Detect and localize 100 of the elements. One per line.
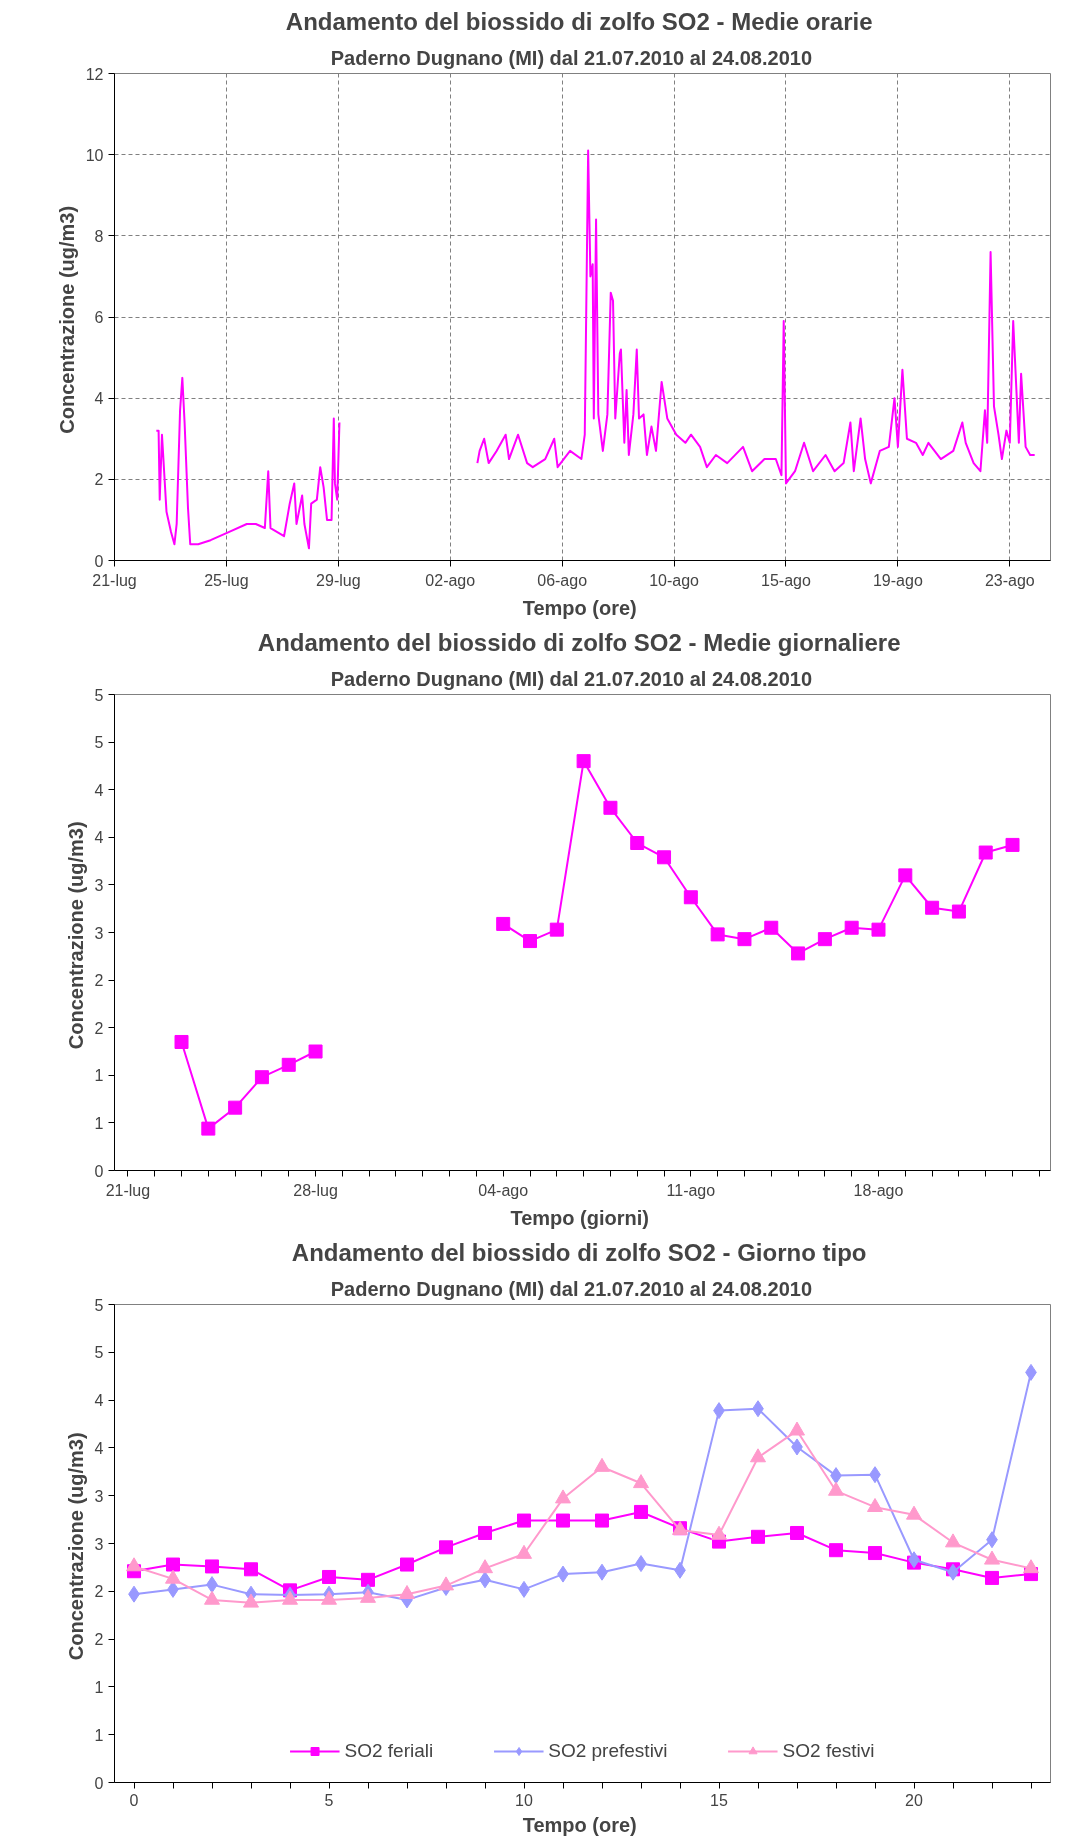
y-tick-label: 1 bbox=[94, 1067, 104, 1085]
x-tick-label: 5 bbox=[324, 1791, 334, 1809]
point bbox=[711, 1525, 727, 1540]
point bbox=[898, 868, 913, 883]
y-tick-label: 5 bbox=[94, 686, 104, 704]
y-axis-title: Concentrazione (ug/m3) bbox=[64, 1432, 87, 1661]
point bbox=[496, 916, 511, 931]
y-tick-label: 10 bbox=[85, 146, 104, 164]
x-tick-label: 21-lug bbox=[92, 571, 137, 589]
point bbox=[1023, 1559, 1039, 1574]
point bbox=[399, 1585, 415, 1599]
point bbox=[243, 1593, 259, 1608]
point bbox=[871, 922, 886, 937]
x-tick-label: 10 bbox=[515, 1791, 533, 1809]
x-tick-label: 04-ago bbox=[478, 1181, 529, 1199]
x-axis-title: Tempo (ore) bbox=[522, 596, 637, 619]
x-tick-label: 18-ago bbox=[853, 1181, 904, 1199]
point bbox=[789, 1421, 805, 1436]
point bbox=[790, 1525, 804, 1540]
point bbox=[634, 1504, 648, 1519]
point bbox=[281, 1057, 296, 1072]
y-tick-label: 0 bbox=[94, 1162, 104, 1180]
point bbox=[321, 1590, 337, 1605]
point bbox=[517, 1513, 531, 1528]
point bbox=[254, 1070, 269, 1085]
point bbox=[576, 754, 591, 769]
point bbox=[1005, 837, 1020, 852]
x-tick-label: 19-ago bbox=[872, 571, 923, 589]
point bbox=[828, 1481, 844, 1496]
point bbox=[657, 850, 672, 865]
x-tick-label: 15 bbox=[710, 1791, 728, 1809]
y-tick-label: 1 bbox=[94, 1726, 104, 1744]
x-tick-label: 20 bbox=[905, 1791, 923, 1809]
y-tick-label: 5 bbox=[94, 1344, 104, 1362]
x-tick-label: 15-ago bbox=[761, 571, 811, 589]
y-tick-label: 4 bbox=[94, 1392, 104, 1410]
point bbox=[984, 1550, 1000, 1565]
y-tick-label: 8 bbox=[94, 227, 104, 245]
x-tick-label: 25-lug bbox=[204, 571, 249, 589]
point bbox=[594, 1457, 610, 1472]
point bbox=[360, 1588, 376, 1603]
point bbox=[174, 1034, 189, 1049]
point bbox=[361, 1572, 375, 1587]
point bbox=[633, 1474, 649, 1489]
point bbox=[308, 1044, 323, 1059]
point bbox=[791, 946, 806, 961]
point bbox=[205, 1559, 219, 1574]
x-axis-title: Tempo (giorni) bbox=[510, 1206, 649, 1229]
y-tick-label: 5 bbox=[94, 734, 104, 752]
y-tick-label: 2 bbox=[94, 972, 104, 990]
point bbox=[844, 920, 859, 935]
point bbox=[282, 1590, 298, 1605]
point bbox=[478, 1525, 492, 1540]
point bbox=[555, 1489, 571, 1504]
point bbox=[400, 1557, 414, 1572]
y-tick-label: 3 bbox=[94, 924, 104, 942]
legend-label: SO2 festivi bbox=[782, 1740, 875, 1762]
x-axis-title: Tempo (ore) bbox=[522, 1813, 637, 1836]
point bbox=[556, 1513, 570, 1528]
y-tick-label: 4 bbox=[94, 781, 104, 799]
point bbox=[951, 904, 966, 919]
point bbox=[549, 922, 564, 937]
x-tick-label: 23-ago bbox=[984, 571, 1035, 589]
point bbox=[201, 1121, 216, 1136]
y-tick-label: 0 bbox=[94, 552, 104, 570]
point bbox=[244, 1562, 258, 1577]
point bbox=[439, 1540, 453, 1555]
y-axis-title: Concentrazione (ug/m3) bbox=[55, 205, 78, 434]
point bbox=[764, 920, 779, 935]
legend-label: SO2 feriali bbox=[344, 1740, 434, 1762]
chart-title: Andamento del biossido di zolfo SO2 - Giorno tipo bbox=[291, 1238, 867, 1266]
point bbox=[978, 845, 993, 860]
point bbox=[868, 1546, 882, 1561]
chart-subtitle: Paderno Dugnano (MI) dal 21.07.2010 al 24.08.2010 bbox=[330, 46, 813, 69]
point bbox=[595, 1513, 609, 1528]
chart-subtitle: Paderno Dugnano (MI) dal 21.07.2010 al 24.08.2010 bbox=[330, 667, 813, 690]
x-tick-label: 10-ago bbox=[649, 571, 700, 589]
point bbox=[750, 1448, 766, 1463]
x-tick-label: 21-lug bbox=[105, 1181, 151, 1199]
y-axis-title: Concentrazione (ug/m3) bbox=[64, 821, 87, 1050]
y-tick-label: 2 bbox=[94, 1019, 104, 1037]
point bbox=[204, 1590, 220, 1605]
x-tick-label: 29-lug bbox=[316, 571, 361, 589]
y-tick-label: 5 bbox=[94, 1296, 104, 1314]
chart-subtitle: Paderno Dugnano (MI) dal 21.07.2010 al 24.08.2010 bbox=[330, 1277, 813, 1300]
point bbox=[817, 932, 832, 947]
y-tick-label: 12 bbox=[85, 65, 104, 83]
point bbox=[603, 800, 618, 815]
point bbox=[683, 890, 698, 905]
point bbox=[438, 1576, 454, 1591]
y-tick-label: 2 bbox=[94, 1631, 104, 1649]
y-tick-label: 0 bbox=[94, 1774, 104, 1792]
x-tick-label: 02-ago bbox=[425, 571, 476, 589]
point bbox=[906, 1505, 922, 1520]
point bbox=[737, 932, 752, 947]
point bbox=[710, 927, 725, 942]
point bbox=[523, 934, 537, 949]
y-tick-label: 4 bbox=[94, 390, 104, 408]
legend-label: SO2 prefestivi bbox=[548, 1740, 668, 1762]
point bbox=[985, 1570, 999, 1585]
